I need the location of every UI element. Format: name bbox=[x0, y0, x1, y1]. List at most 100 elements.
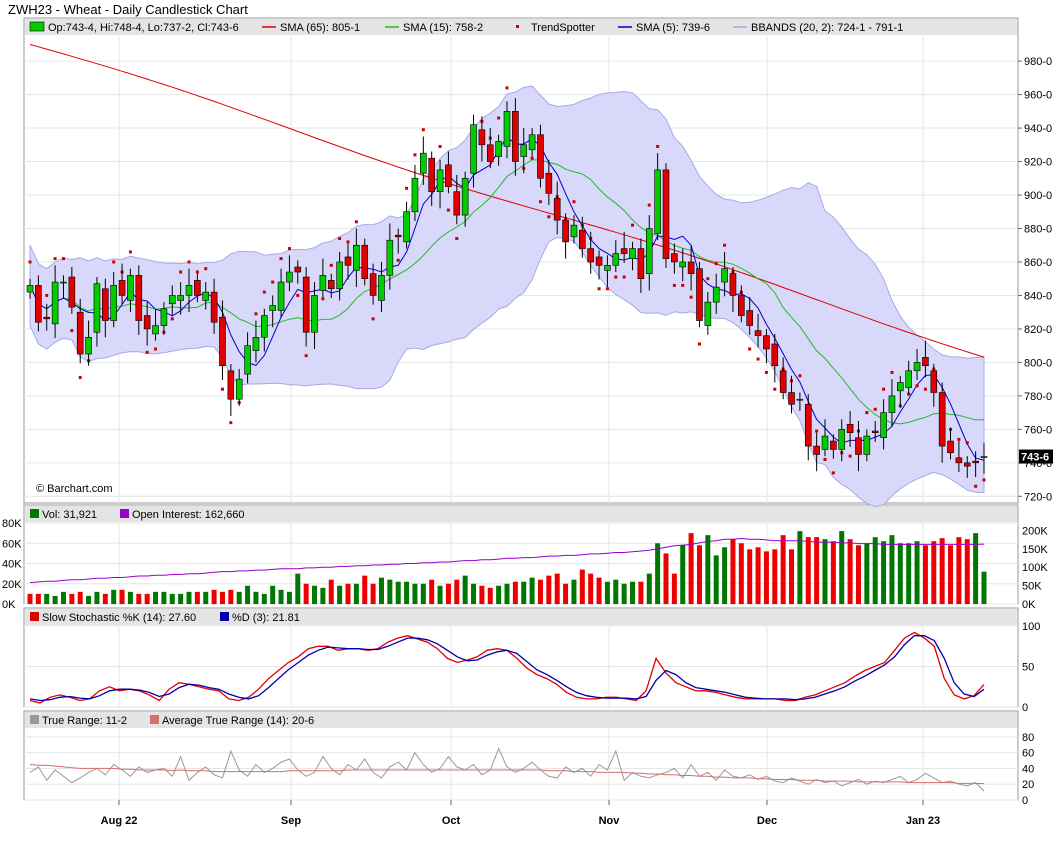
candle-body bbox=[495, 141, 502, 157]
volume-bar bbox=[194, 591, 200, 604]
volume-right-tick: 100K bbox=[1022, 562, 1048, 574]
candle-body bbox=[43, 316, 51, 320]
candle-body bbox=[35, 285, 42, 323]
candle-body bbox=[60, 281, 67, 284]
volume-bar bbox=[270, 585, 276, 604]
volume-bar bbox=[487, 587, 493, 604]
volume-bar bbox=[153, 591, 159, 604]
volume-bar bbox=[395, 581, 401, 604]
volume-bar bbox=[663, 553, 669, 604]
volume-bar bbox=[922, 545, 928, 604]
volume-bar bbox=[780, 535, 786, 604]
trendspotter-dot bbox=[831, 471, 835, 475]
price-tick-label: 900-0 bbox=[1024, 190, 1052, 202]
volume-bar bbox=[35, 593, 41, 604]
trendspotter-dot bbox=[446, 208, 450, 212]
candle-body bbox=[746, 310, 753, 326]
volume-bar bbox=[504, 583, 510, 604]
trendspotter-dot bbox=[631, 223, 635, 227]
candle-body bbox=[269, 305, 276, 311]
candle-body bbox=[461, 177, 469, 216]
volume-bar bbox=[713, 555, 719, 604]
trendspotter-dot bbox=[338, 237, 342, 241]
candle-body bbox=[327, 280, 335, 290]
volume-bar bbox=[571, 579, 577, 604]
volume-bar bbox=[69, 593, 75, 604]
volume-right-tick: 0K bbox=[1022, 599, 1036, 611]
candle-body bbox=[897, 382, 904, 392]
tr-tick: 20 bbox=[1022, 779, 1034, 791]
volume-bar bbox=[454, 579, 460, 604]
trendspotter-dot bbox=[890, 370, 894, 374]
candle-body bbox=[553, 198, 561, 221]
trendspotter-dot bbox=[672, 283, 676, 287]
open-interest-line bbox=[29, 537, 985, 584]
candle-body bbox=[202, 291, 210, 301]
trendspotter-dot bbox=[873, 407, 877, 411]
candle-body bbox=[938, 392, 946, 447]
trendspotter-dot bbox=[815, 429, 819, 433]
candle-body bbox=[579, 229, 586, 249]
candle-body bbox=[177, 295, 184, 301]
candle-body bbox=[261, 315, 268, 338]
trendspotter-dot bbox=[798, 374, 802, 378]
volume-bar bbox=[44, 593, 50, 604]
candle-body bbox=[51, 281, 59, 325]
volume-bar bbox=[219, 591, 225, 604]
volume-right-tick: 50K bbox=[1022, 581, 1042, 593]
volume-bar bbox=[362, 575, 368, 604]
candle-body bbox=[763, 335, 770, 350]
volume-bar bbox=[60, 591, 66, 604]
trendspotter-dot bbox=[748, 347, 752, 351]
volume-left-tick: 40K bbox=[2, 559, 22, 571]
price-legend-label: SMA (15): 758-2 bbox=[403, 22, 483, 34]
volume-left-tick: 80K bbox=[2, 518, 22, 530]
trendspotter-dot bbox=[923, 387, 927, 391]
candle-body bbox=[930, 370, 938, 393]
trendspotter-dot bbox=[61, 257, 65, 261]
volume-bar bbox=[471, 583, 477, 604]
candle-body bbox=[562, 219, 569, 243]
candle-body bbox=[813, 445, 820, 455]
candle-body bbox=[922, 357, 929, 367]
volume-bar bbox=[956, 537, 962, 604]
volume-bar bbox=[747, 549, 753, 604]
volume-bar bbox=[253, 591, 259, 604]
candle-body bbox=[160, 308, 168, 326]
volume-bar bbox=[872, 537, 878, 604]
candle-body bbox=[135, 275, 143, 321]
trendspotter-dot bbox=[421, 128, 425, 132]
candle-body bbox=[394, 234, 402, 238]
volume-bar bbox=[161, 591, 167, 604]
candle-body bbox=[319, 275, 327, 291]
trendspotter-dot bbox=[195, 270, 199, 274]
trendspotter-dot bbox=[547, 215, 551, 219]
last-price-tag bbox=[1019, 449, 1053, 464]
volume-bar bbox=[111, 589, 117, 604]
candle-body bbox=[545, 172, 553, 194]
volume-left-tick: 60K bbox=[2, 538, 22, 550]
trendspotter-dot bbox=[128, 250, 132, 254]
candle-body bbox=[445, 164, 452, 187]
trendspotter-dot bbox=[371, 317, 375, 321]
candle-body bbox=[127, 275, 134, 301]
trendspotter-dot bbox=[773, 387, 777, 391]
candle-body bbox=[528, 134, 536, 151]
trendspotter-dot bbox=[438, 144, 442, 148]
volume-bar bbox=[378, 577, 384, 604]
true-range-line bbox=[29, 747, 985, 792]
candle-body bbox=[804, 403, 812, 447]
candle-body bbox=[704, 301, 712, 326]
volume-bar bbox=[772, 549, 778, 604]
candle-body bbox=[712, 286, 720, 303]
tr-tick: 60 bbox=[1022, 748, 1034, 760]
volume-bar bbox=[479, 585, 485, 604]
candle-body bbox=[420, 152, 427, 174]
legend-swatch bbox=[150, 715, 159, 724]
trendspotter-dot bbox=[865, 411, 869, 415]
candle-body bbox=[244, 345, 251, 375]
candle-body bbox=[143, 315, 151, 330]
candle-body bbox=[721, 268, 728, 283]
volume-bar bbox=[521, 581, 527, 604]
candle-body bbox=[344, 256, 352, 266]
